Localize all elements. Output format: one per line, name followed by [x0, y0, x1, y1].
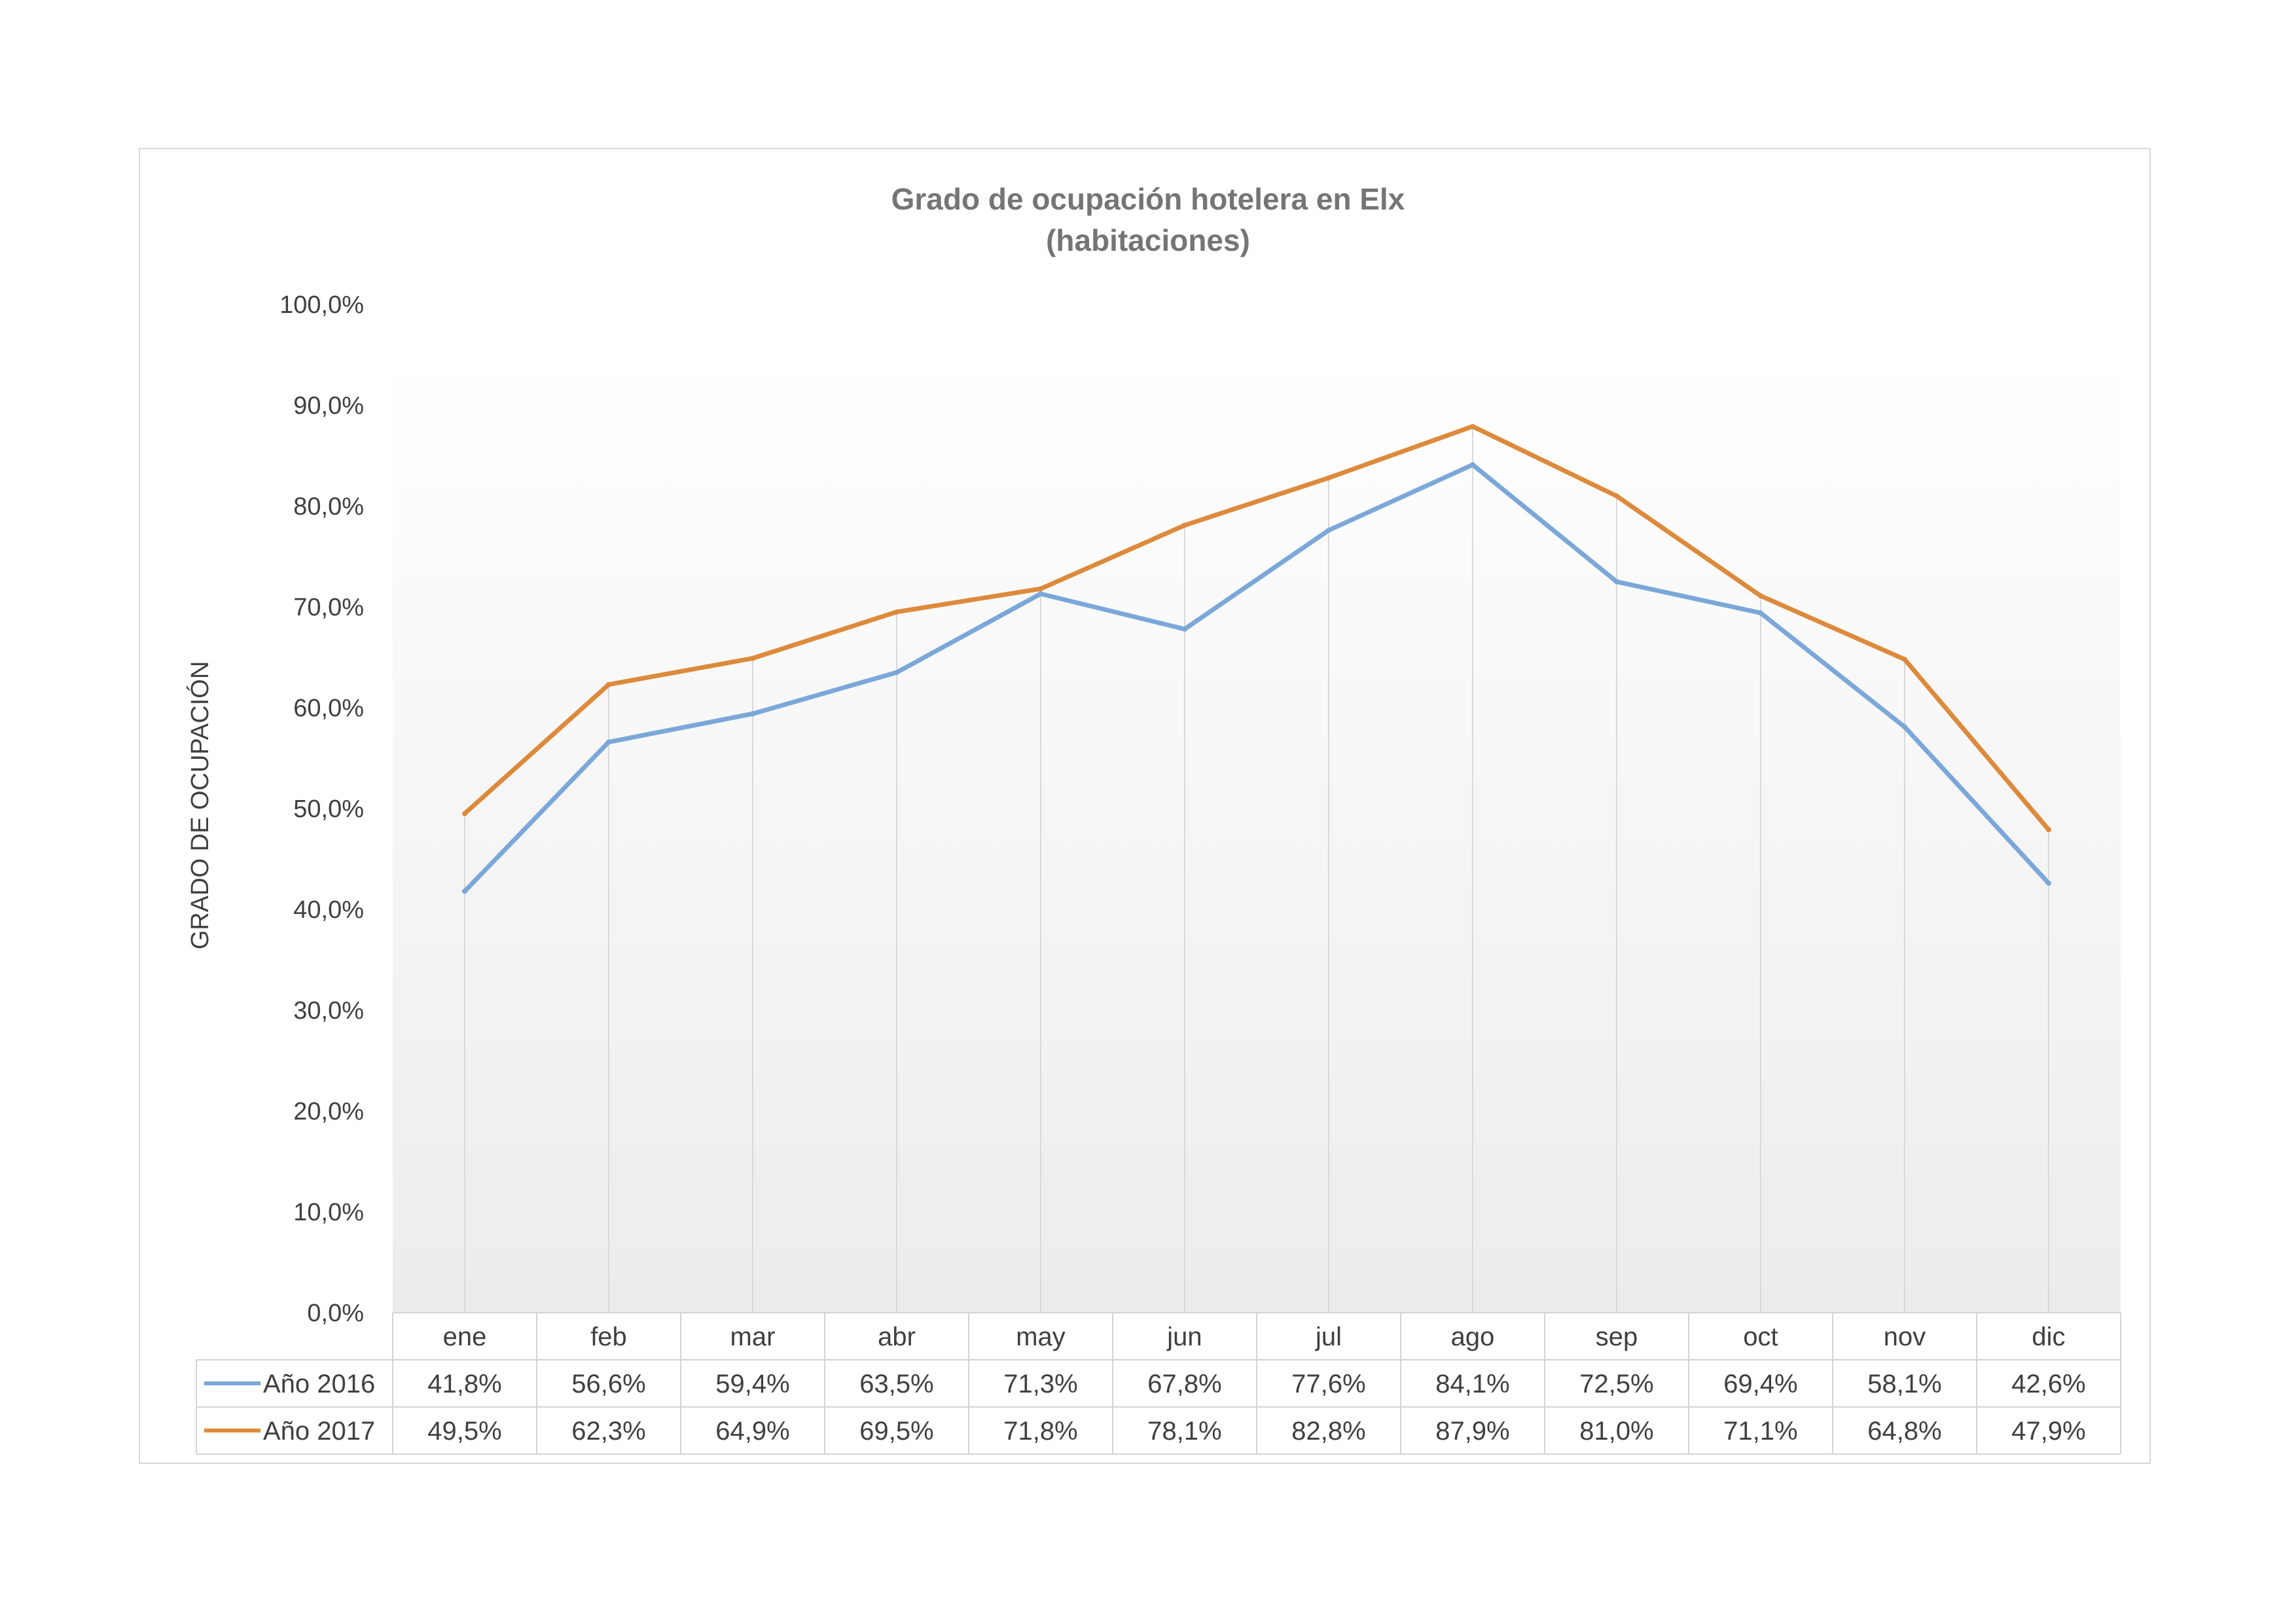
y-tick-label: 30,0%: [293, 997, 364, 1025]
data-point: [1038, 586, 1043, 592]
data-table-value: 62,3%: [571, 1417, 645, 1446]
data-table-value: 59,4%: [715, 1370, 789, 1398]
data-point: [1758, 610, 1763, 616]
data-table-value: 71,3%: [1003, 1370, 1077, 1398]
data-point: [1326, 475, 1331, 481]
data-table-value: 77,6%: [1291, 1370, 1365, 1398]
data-table-value: 41,8%: [427, 1370, 501, 1398]
data-table-value: 72,5%: [1579, 1370, 1653, 1398]
x-tick-label: jul: [1315, 1322, 1342, 1351]
x-tick-label: abr: [878, 1322, 916, 1351]
x-tick-label: feb: [590, 1322, 627, 1351]
data-point: [1902, 657, 1907, 663]
plot-area-background: [393, 357, 2121, 1313]
x-tick-label: dic: [2032, 1322, 2065, 1351]
y-tick-label: 40,0%: [293, 896, 364, 924]
data-point: [750, 655, 755, 661]
data-point: [1182, 626, 1187, 632]
x-tick-label: ene: [443, 1322, 487, 1351]
y-tick-label: 60,0%: [293, 695, 364, 722]
series-line-2: [462, 424, 2051, 832]
data-table-value: 81,0%: [1579, 1417, 1653, 1446]
data-table-value: 47,9%: [2011, 1417, 2085, 1446]
x-tick-label: jun: [1166, 1322, 1202, 1351]
data-table-value: 49,5%: [427, 1417, 501, 1446]
data-table-value: 42,6%: [2011, 1370, 2085, 1398]
x-tick-label: may: [1016, 1322, 1066, 1351]
data-table-value: 87,9%: [1435, 1417, 1509, 1446]
data-table-value: 67,8%: [1147, 1370, 1221, 1398]
x-tick-label: oct: [1743, 1322, 1778, 1351]
x-tick-label: sep: [1596, 1322, 1638, 1351]
data-point: [1614, 493, 1619, 499]
data-table-value: 69,4%: [1723, 1370, 1797, 1398]
data-table-value: 84,1%: [1435, 1370, 1509, 1398]
data-table-value: 78,1%: [1147, 1417, 1221, 1446]
y-tick-label: 90,0%: [293, 392, 364, 420]
data-point: [1182, 522, 1187, 528]
data-table-value: 69,5%: [859, 1417, 933, 1446]
data-table-value: 63,5%: [859, 1370, 933, 1398]
y-tick-label: 100,0%: [279, 291, 364, 319]
data-point: [606, 682, 611, 687]
x-tick-label: ago: [1451, 1322, 1495, 1351]
data-point: [462, 888, 467, 894]
data-point: [2046, 827, 2051, 833]
data-point: [1038, 591, 1043, 596]
chart-title: Grado de ocupación hotelera en Elx: [891, 182, 1405, 216]
data-point: [1614, 579, 1619, 585]
data-point: [1470, 424, 1475, 429]
data-point: [1326, 527, 1331, 533]
series-line-1: [462, 462, 2051, 894]
data-table-value: 64,9%: [715, 1417, 789, 1446]
y-tick-label: 0,0%: [307, 1300, 364, 1327]
data-table-value: 82,8%: [1291, 1417, 1365, 1446]
y-tick-label: 70,0%: [293, 594, 364, 621]
x-tick-label: nov: [1884, 1322, 1926, 1351]
data-point: [1902, 724, 1907, 730]
y-tick-label: 80,0%: [293, 493, 364, 520]
legend-entry: Año 2016: [263, 1370, 375, 1398]
chart-subtitle: (habitaciones): [1046, 223, 1250, 257]
data-point: [1758, 593, 1763, 599]
data-table-value: 71,1%: [1723, 1417, 1797, 1446]
data-point: [894, 670, 899, 676]
y-tick-label: 50,0%: [293, 795, 364, 823]
data-point: [750, 711, 755, 717]
data-table-value: 58,1%: [1867, 1370, 1941, 1398]
y-tick-label: 10,0%: [293, 1199, 364, 1226]
data-point: [2046, 880, 2051, 886]
data-point: [1470, 462, 1475, 467]
legend-entry: Año 2017: [263, 1417, 375, 1446]
y-axis-label: GRADO DE OCUPACIÓN: [186, 661, 214, 950]
data-table-value: 56,6%: [571, 1370, 645, 1398]
x-tick-label: mar: [730, 1322, 776, 1351]
data-point: [894, 609, 899, 615]
data-table-value: 71,8%: [1003, 1417, 1077, 1446]
data-point: [462, 811, 467, 816]
data-table-value: 64,8%: [1867, 1417, 1941, 1446]
data-point: [606, 739, 611, 745]
y-tick-label: 20,0%: [293, 1098, 364, 1125]
